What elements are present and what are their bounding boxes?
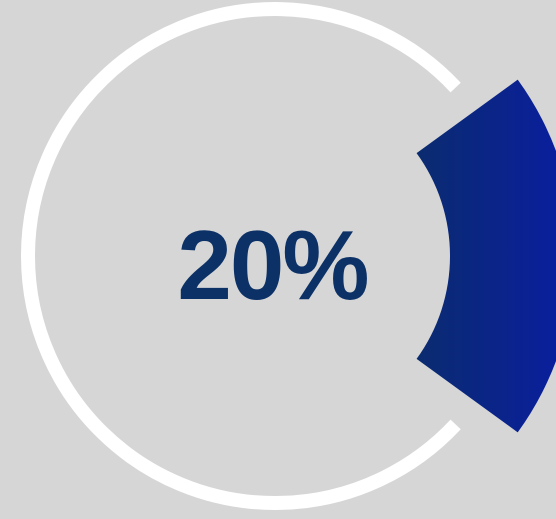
value-segment <box>416 79 556 433</box>
track-ring <box>21 2 461 510</box>
percentage-label: 20% <box>177 210 369 320</box>
